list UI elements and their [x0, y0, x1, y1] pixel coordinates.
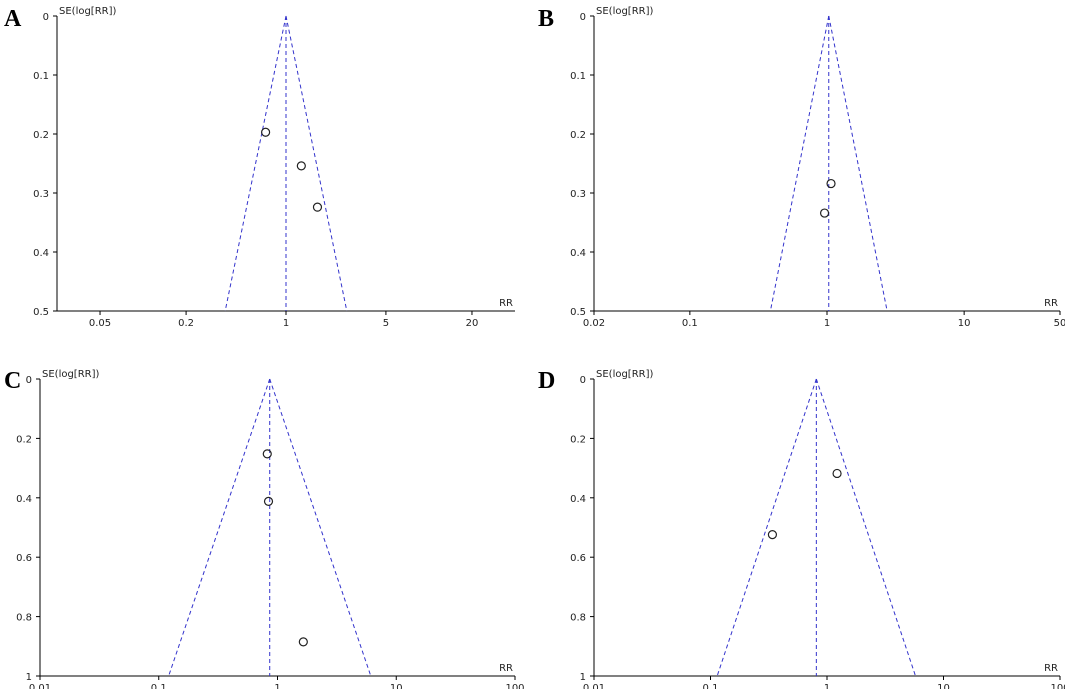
y-tick-label: 0.2 — [33, 130, 49, 141]
panel-letter: B — [538, 6, 554, 32]
panel-c: C 00.20.40.60.810.01 0.1 1 10 100SE(log[RR])R… — [4, 368, 525, 689]
funnel-left-limit — [168, 378, 271, 677]
x-tick-label: 50 — [1054, 318, 1065, 329]
y-tick-label: 0 — [580, 12, 586, 23]
x-tick-label: 0.2 — [178, 318, 194, 329]
x-axis-label: RR — [499, 298, 513, 309]
y-tick-label: 0.5 — [33, 307, 49, 318]
funnel-right-limit — [828, 15, 888, 312]
y-tick-label: 0.3 — [570, 189, 586, 200]
x-tick-label: 0.01 — [29, 683, 51, 689]
panel-letter: C — [4, 368, 21, 394]
y-tick-label: 0 — [580, 375, 586, 386]
y-tick-label: 0.8 — [570, 613, 586, 624]
study-point — [263, 496, 274, 506]
y-axis-label: SE(log[RR]) — [596, 6, 654, 17]
study-point — [826, 178, 836, 189]
y-tick-label: 0.6 — [570, 553, 586, 564]
x-tick-label: 20 — [466, 318, 479, 329]
study-point — [832, 468, 842, 479]
study-point — [819, 208, 830, 218]
study-point — [312, 202, 323, 212]
panel-b: B 0 0.1 0.2 0.3 0.4 0.50.02 0.1 1 10 50 SE(log[RR])… — [538, 6, 1065, 329]
x-tick-label: 0.1 — [703, 683, 719, 689]
funnel-left-limit — [224, 15, 287, 312]
panel-a: A 0 0.1 0.2 0.3 0.4 0.5 0.05 0.2 1 5 20 SE(log[RR]) R… — [4, 6, 515, 329]
funnel-right-limit — [815, 378, 916, 677]
study-point — [767, 530, 778, 540]
y-tick-label: 0 — [43, 12, 49, 23]
y-tick-label: 0.1 — [570, 71, 586, 82]
y-tick-label: 0.4 — [570, 248, 586, 259]
x-tick-label: 10 — [390, 683, 403, 689]
y-tick-label: 0.2 — [570, 130, 586, 141]
x-tick-label: 100 — [505, 683, 524, 689]
x-tick-label: 10 — [958, 318, 971, 329]
funnel-left-limit — [769, 15, 830, 312]
y-tick-label: 0.6 — [16, 553, 32, 564]
x-tick-label: 100 — [1050, 683, 1065, 689]
y-tick-label: 1 — [580, 672, 586, 683]
x-axis-label: RR — [1044, 298, 1058, 309]
funnel-left-limit — [716, 378, 817, 677]
y-tick-label: 0.3 — [33, 189, 49, 200]
y-tick-label: 0.8 — [16, 613, 32, 624]
x-tick-label: 0.01 — [583, 683, 605, 689]
study-point — [262, 449, 272, 459]
y-tick-label: 0 — [26, 375, 32, 386]
funnel-right-limit — [285, 15, 348, 312]
x-tick-label: 0.1 — [151, 683, 167, 689]
y-tick-label: 0.4 — [16, 494, 32, 505]
x-tick-label: 0.02 — [583, 318, 605, 329]
x-tick-label: 1 — [824, 318, 830, 329]
y-tick-label: 0.5 — [570, 307, 586, 318]
x-tick-label: 1 — [283, 318, 289, 329]
y-axis-label: SE(log[RR]) — [42, 369, 100, 380]
y-tick-label: 1 — [26, 672, 32, 683]
x-axis-label: RR — [499, 663, 513, 674]
y-tick-label: 0.2 — [570, 434, 586, 445]
x-tick-label: 0.05 — [89, 318, 111, 329]
study-point — [296, 161, 306, 171]
y-tick-label: 0.4 — [570, 494, 586, 505]
x-tick-label: 10 — [937, 683, 950, 689]
y-tick-label: 0.1 — [33, 71, 49, 82]
panel-letter: D — [538, 368, 555, 394]
study-point — [298, 637, 308, 647]
x-tick-label: 1 — [824, 683, 830, 689]
panel-letter: A — [4, 6, 22, 32]
y-axis-label: SE(log[RR]) — [596, 369, 654, 380]
funnel-right-limit — [269, 378, 372, 677]
x-axis-label: RR — [1044, 663, 1058, 674]
x-tick-label: 1 — [274, 683, 280, 689]
y-tick-label: 0.2 — [16, 434, 32, 445]
x-tick-label: 5 — [383, 318, 389, 329]
x-tick-label: 0.1 — [682, 318, 698, 329]
panel-d: D00.20.40.60.810.010.1110100SE(log[RR])R… — [538, 368, 1065, 689]
study-point — [261, 127, 271, 137]
y-tick-label: 0.4 — [33, 248, 49, 259]
y-axis-label: SE(log[RR]) — [59, 6, 117, 17]
